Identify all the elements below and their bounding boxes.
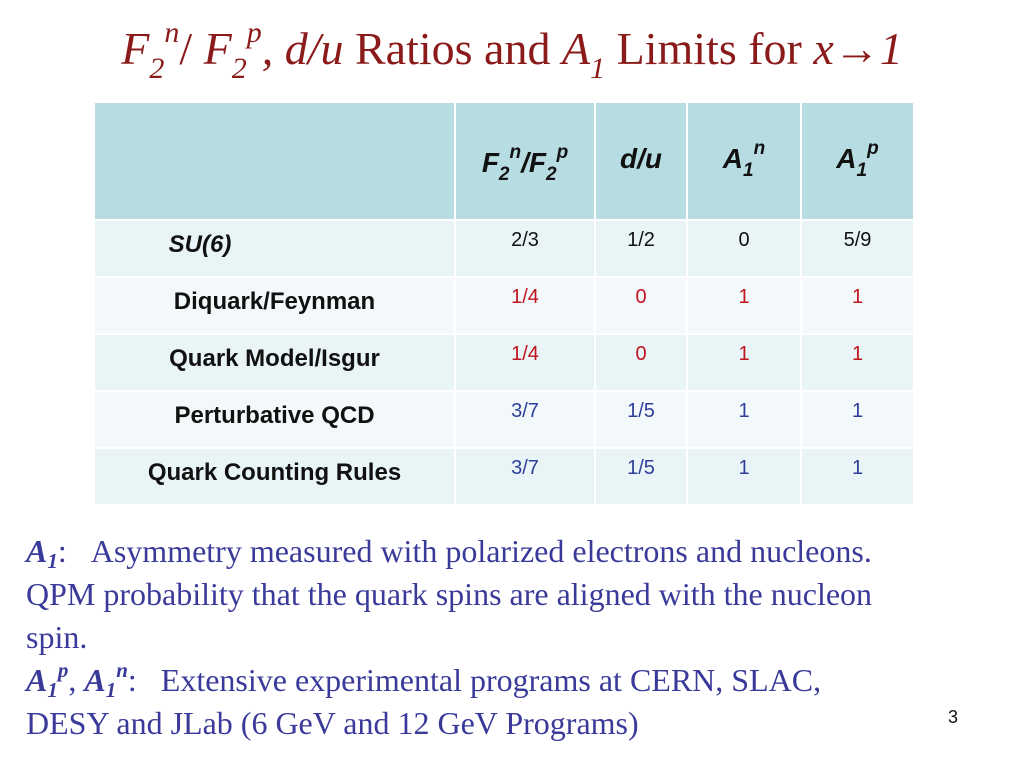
row-label-cell: Perturbative QCD xyxy=(93,390,456,449)
row-label: Quark Model/Isgur xyxy=(169,345,380,372)
a1p-value: 5/9 xyxy=(843,229,872,251)
a1n-value: 0 xyxy=(738,229,750,251)
a1n-value: 1 xyxy=(738,400,750,422)
a1n-symbol: A1n xyxy=(84,658,128,702)
header-blank-cell xyxy=(93,101,456,221)
a1n-value: 1 xyxy=(738,457,750,479)
du-value: 0 xyxy=(635,286,647,308)
header-f2n-f2p: F2n/F2p xyxy=(454,101,596,221)
f2n-f2p-value: 1/4 xyxy=(511,286,539,308)
page-number: 3 xyxy=(948,707,959,727)
table-header-row: F2n/F2p d/u A1n A1p xyxy=(93,101,915,221)
du-value: 0 xyxy=(635,343,647,365)
f2n-f2p-value: 3/7 xyxy=(511,400,539,422)
f2n-f2p-value: 3/7 xyxy=(511,457,539,479)
table-row: Perturbative QCD 3/7 1/5 1 1 xyxy=(93,390,915,449)
table-row: SU(6) 2/3 1/2 0 5/9 xyxy=(93,219,915,278)
a1-symbol: A1 xyxy=(26,533,58,573)
table-row: Diquark/Feynman 1/4 0 1 1 xyxy=(93,276,915,335)
slide-title: F2n/ F2p, d/u Ratios and A1 Limits for x… xyxy=(121,16,903,85)
header-a1n: A1n xyxy=(686,101,802,221)
note-line-4: A1p, A1n: Extensive experimental program… xyxy=(26,658,822,702)
row-label-cell: Diquark/Feynman xyxy=(93,276,456,335)
row-label: Quark Counting Rules xyxy=(147,459,402,486)
row-label-cell: Quark Counting Rules xyxy=(93,447,456,506)
note-line-3: spin. xyxy=(26,619,88,655)
a1n-value: 1 xyxy=(738,286,750,308)
a1p-symbol: A1p xyxy=(26,658,69,702)
note-line-2: QPM probability that the quark spins are… xyxy=(26,576,873,612)
du-value: 1/2 xyxy=(627,229,655,251)
a1n-value: 1 xyxy=(738,343,750,365)
row-label: Diquark/Feynman xyxy=(173,288,376,315)
f2n-f2p-value: 2/3 xyxy=(511,229,539,251)
header-a1p: A1p xyxy=(800,101,915,221)
row-label: SU(6) xyxy=(168,231,232,258)
row-label-cell: SU(6) xyxy=(93,219,456,278)
a1p-value: 1 xyxy=(851,343,864,365)
row-label: Perturbative QCD xyxy=(174,402,375,429)
a1p-value: 1 xyxy=(851,457,864,479)
a1p-value: 1 xyxy=(851,400,864,422)
note-line-1: A1: Asymmetry measured with polarized el… xyxy=(26,533,872,573)
note-line-5: DESY and JLab (6 GeV and 12 GeV Programs… xyxy=(26,705,639,741)
table-row: Quark Model/Isgur 1/4 0 1 1 xyxy=(93,333,915,392)
du-value: 1/5 xyxy=(627,457,655,479)
a1p-value: 1 xyxy=(851,286,864,308)
du-value: 1/5 xyxy=(627,400,655,422)
f2n-f2p-value: 1/4 xyxy=(511,343,539,365)
ratio-table: F2n/F2p d/u A1n A1p SU(6) 2/3 1/2 0 5/9 … xyxy=(93,101,915,506)
notes-block: A1: Asymmetry measured with polarized el… xyxy=(26,530,1016,745)
header-du: d/u xyxy=(594,101,688,221)
table-row: Quark Counting Rules 3/7 1/5 1 1 xyxy=(93,447,915,506)
row-label-cell: Quark Model/Isgur xyxy=(93,333,456,392)
